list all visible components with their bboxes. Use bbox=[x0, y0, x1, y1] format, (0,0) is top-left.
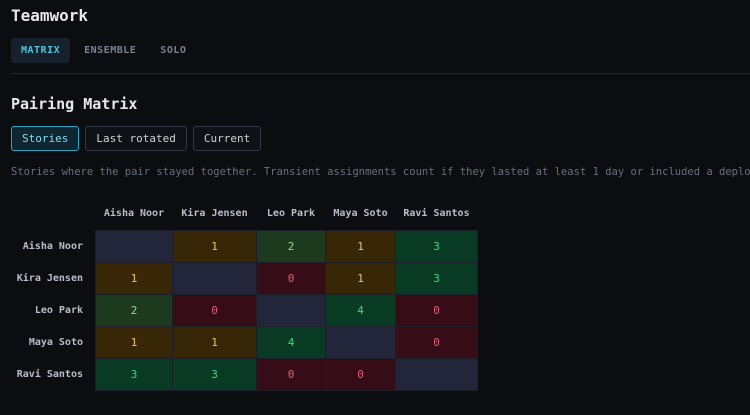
matrix-cell: 1 bbox=[172, 229, 257, 263]
filter-button[interactable]: Current bbox=[192, 126, 262, 151]
matrix-cell: 1 bbox=[325, 229, 396, 263]
tab[interactable]: MATRIX bbox=[11, 38, 71, 63]
matrix-row: Kira Jensen 1 0 1 3 bbox=[11, 261, 478, 295]
tab-bar: MATRIX ENSEMBLE SOLO bbox=[11, 38, 200, 63]
diagonal-cell bbox=[325, 325, 396, 359]
matrix-cell: 0 bbox=[325, 357, 396, 391]
matrix-cell: 1 bbox=[95, 325, 173, 359]
filter-button[interactable]: Stories bbox=[11, 126, 80, 151]
diagonal-cell bbox=[172, 261, 257, 295]
row-header: Kira Jensen bbox=[16, 272, 83, 284]
matrix-cell: 2 bbox=[256, 229, 326, 263]
column-header: Leo Park bbox=[266, 208, 316, 220]
matrix-cell: 0 bbox=[256, 261, 326, 295]
matrix-cell: 4 bbox=[256, 325, 326, 359]
column-header: Aisha Noor bbox=[103, 208, 165, 220]
divider bbox=[11, 73, 750, 74]
diagonal-cell bbox=[95, 229, 173, 263]
row-header: Aisha Noor bbox=[22, 240, 83, 252]
corner bbox=[11, 198, 96, 230]
page-title: Teamwork bbox=[11, 6, 89, 25]
matrix-cell: 2 bbox=[95, 293, 173, 327]
filter-bar: Stories Last rotated Current bbox=[11, 126, 267, 151]
column-header: Maya Soto bbox=[333, 208, 388, 220]
tab[interactable]: ENSEMBLE bbox=[84, 45, 137, 56]
matrix-cell: 4 bbox=[325, 293, 396, 327]
header-row: Aisha Noor Kira Jensen Leo Park Maya Soto Ra… bbox=[11, 198, 478, 230]
diagonal-cell bbox=[395, 357, 478, 391]
matrix-row: Ravi Santos 3 3 0 0 bbox=[11, 357, 478, 391]
diagonal-cell bbox=[256, 293, 326, 327]
matrix-row: Aisha Noor 1 2 1 3 bbox=[11, 229, 478, 263]
column-header: Kira Jensen bbox=[181, 208, 248, 220]
tab[interactable]: SOLO bbox=[160, 45, 187, 56]
column-header: Ravi Santos bbox=[403, 208, 470, 220]
matrix-row: Leo Park 2 0 4 0 bbox=[11, 293, 478, 327]
matrix-row: Maya Soto 1 1 4 0 bbox=[11, 325, 478, 359]
description: Stories where the pair stayed together. … bbox=[11, 166, 750, 178]
row-header: Maya Soto bbox=[28, 336, 83, 348]
matrix-cell: 1 bbox=[95, 261, 173, 295]
matrix-cell: 0 bbox=[172, 293, 257, 327]
section-title: Pairing Matrix bbox=[11, 95, 138, 113]
matrix-cell: 1 bbox=[325, 261, 396, 295]
row-header: Ravi Santos bbox=[16, 368, 83, 380]
matrix-cell: 1 bbox=[172, 325, 257, 359]
matrix-cell: 3 bbox=[395, 229, 478, 263]
pairing-matrix: Aisha Noor Kira Jensen Leo Park Maya Soto Ra… bbox=[11, 198, 478, 391]
matrix-cell: 3 bbox=[95, 357, 173, 391]
row-header: Leo Park bbox=[34, 304, 83, 316]
matrix-cell: 0 bbox=[395, 325, 478, 359]
matrix-cell: 0 bbox=[395, 293, 478, 327]
filter-button[interactable]: Last rotated bbox=[85, 126, 187, 151]
matrix-cell: 3 bbox=[172, 357, 257, 391]
matrix-cell: 0 bbox=[256, 357, 326, 391]
matrix-cell: 3 bbox=[395, 261, 478, 295]
